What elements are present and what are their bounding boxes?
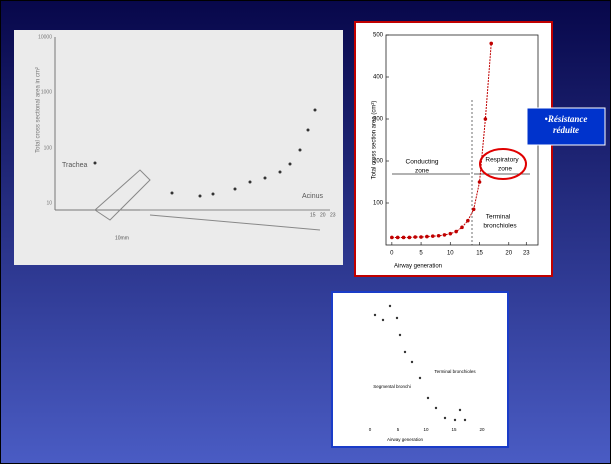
- callout-text: •Résistance réduite: [545, 114, 588, 135]
- data-point: [442, 233, 447, 237]
- figure-label: Terminal bronchioles: [434, 369, 476, 374]
- figure-frame: [14, 30, 343, 265]
- y-tick-label: 500: [373, 33, 384, 39]
- annotation: Terminal: [486, 214, 511, 221]
- figure-label: Acinus: [302, 193, 324, 200]
- data-point: [407, 235, 412, 240]
- annotation: bronchioles: [483, 223, 517, 230]
- tick-label: 10000: [38, 34, 52, 40]
- tick-label: 100: [44, 145, 53, 151]
- figure-label: Trachea: [62, 162, 88, 169]
- data-point: [395, 235, 400, 240]
- left-figure: Total cross sectional area in cm² 10000 …: [14, 30, 343, 265]
- data-point: [448, 231, 453, 236]
- x-tick-label: 10: [447, 251, 454, 257]
- figure-label: 10mm: [115, 235, 129, 241]
- right-figure: Total cross section area (cm²) Airway ge…: [354, 21, 553, 277]
- figure-frame: [354, 21, 553, 277]
- tick-label: 20: [479, 427, 485, 432]
- figure-label: 20: [320, 212, 326, 218]
- data-point: [471, 207, 476, 212]
- data-point: [489, 41, 494, 46]
- figure-dots: [373, 304, 467, 422]
- tick-label: 0: [369, 427, 372, 432]
- annotation: zone: [498, 166, 512, 173]
- x-tick-label: 23: [523, 251, 530, 257]
- data-point: [454, 229, 458, 234]
- tick-label: 10: [46, 200, 52, 206]
- x-tick-label: 5: [419, 251, 423, 257]
- data-point: [436, 233, 441, 238]
- data-point: [460, 225, 464, 230]
- data-point: [466, 218, 470, 223]
- figure-frame: [331, 291, 509, 448]
- callout-box: [526, 107, 606, 146]
- highlight-ellipse: [479, 148, 527, 180]
- data-point: [477, 180, 482, 184]
- data-point: [425, 234, 429, 239]
- annotation: Conducting: [406, 159, 439, 166]
- data-point: [483, 117, 488, 121]
- y-tick-label: 100: [373, 201, 384, 207]
- x-label: Airway generation: [394, 264, 442, 270]
- data-point: [390, 235, 394, 240]
- y-tick-label: 400: [373, 75, 384, 81]
- figure-label: 23: [330, 212, 336, 218]
- tick-label: 1000: [41, 89, 52, 95]
- y-tick-label: 300: [373, 117, 384, 123]
- y-label: Total cross sectional area in cm²: [36, 67, 42, 153]
- x-label: Airway generation: [387, 437, 424, 442]
- airway-drawing: [94, 169, 330, 231]
- tick-label: 15: [451, 427, 457, 432]
- y-tick-label: 200: [373, 159, 384, 165]
- y-label: Total cross section area (cm²): [372, 101, 378, 180]
- x-tick-label: 15: [476, 251, 483, 257]
- annotation: zone: [415, 168, 429, 175]
- tick-label: 10: [423, 427, 429, 432]
- x-tick-label: 20: [505, 251, 512, 257]
- bottom-figure: Segmental bronchi Terminal bronchioles A…: [331, 291, 509, 448]
- tick-label: 5: [397, 427, 400, 432]
- figure-label: 15: [310, 212, 316, 218]
- data-point: [419, 235, 423, 239]
- x-tick-label: 0: [390, 251, 394, 257]
- figure-label: Segmental bronchi: [373, 384, 411, 389]
- data-point: [430, 234, 435, 238]
- annotation: Respiratory: [485, 157, 519, 164]
- airway-dots: [93, 108, 317, 198]
- data-point: [401, 235, 406, 240]
- data-point: [413, 235, 418, 239]
